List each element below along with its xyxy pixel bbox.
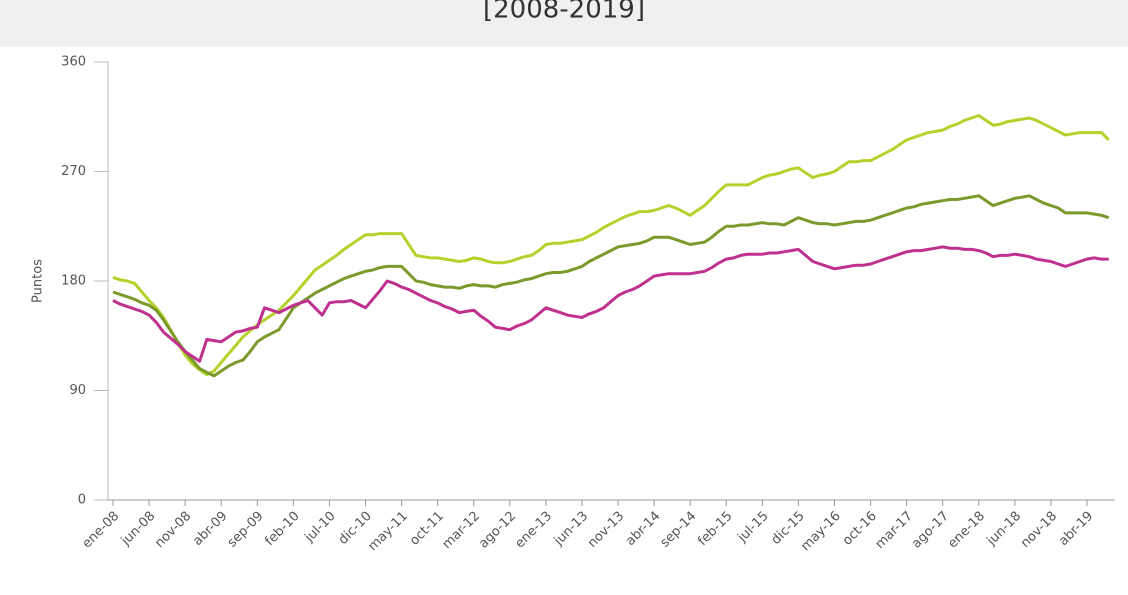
header-band — [0, 0, 1128, 47]
x-tick-label: nov-18 — [1018, 509, 1060, 551]
x-tick-label: nov-13 — [585, 509, 627, 551]
x-tick-label: ene-08 — [80, 509, 123, 552]
x-tick-label: feb-15 — [695, 509, 735, 549]
x-tick-label: jun-13 — [551, 509, 592, 550]
x-tick-label: sep-09 — [225, 509, 267, 551]
x-tick-label: jun-18 — [984, 509, 1025, 550]
series-line — [112, 245, 1109, 363]
x-tick-label: ene-13 — [512, 509, 555, 552]
chart-title: [2008-2019] — [483, 0, 645, 25]
x-tick-label: mar-12 — [440, 509, 483, 552]
y-tick-label: 270 — [61, 164, 86, 179]
x-tick-label: ene-18 — [945, 509, 988, 552]
y-tick-label: 0 — [78, 493, 86, 508]
x-tick-label: sep-14 — [658, 509, 700, 551]
x-tick-label: jul-10 — [301, 509, 338, 546]
x-tick-label: may-16 — [798, 509, 843, 554]
y-tick-label: 360 — [61, 55, 86, 70]
x-tick-label: nov-08 — [152, 509, 194, 551]
x-tick-label: abr-14 — [623, 509, 663, 549]
series-line — [112, 114, 1110, 377]
y-tick-label: 90 — [69, 383, 86, 398]
x-tick-label: abr-09 — [190, 509, 230, 549]
x-tick-label: jul-15 — [734, 509, 771, 546]
x-tick-label: abr-19 — [1056, 509, 1096, 549]
x-tick-label: may-11 — [365, 509, 410, 554]
series-line — [112, 194, 1110, 378]
x-tick-label: mar-17 — [873, 509, 916, 552]
y-tick-label: 180 — [61, 274, 86, 289]
x-tick-label: jun-08 — [118, 509, 159, 550]
x-tick-label: ago-12 — [476, 509, 519, 552]
x-tick-label: ago-17 — [909, 509, 952, 552]
x-tick-label: feb-10 — [262, 509, 302, 549]
y-axis-label: Puntos — [31, 259, 46, 303]
